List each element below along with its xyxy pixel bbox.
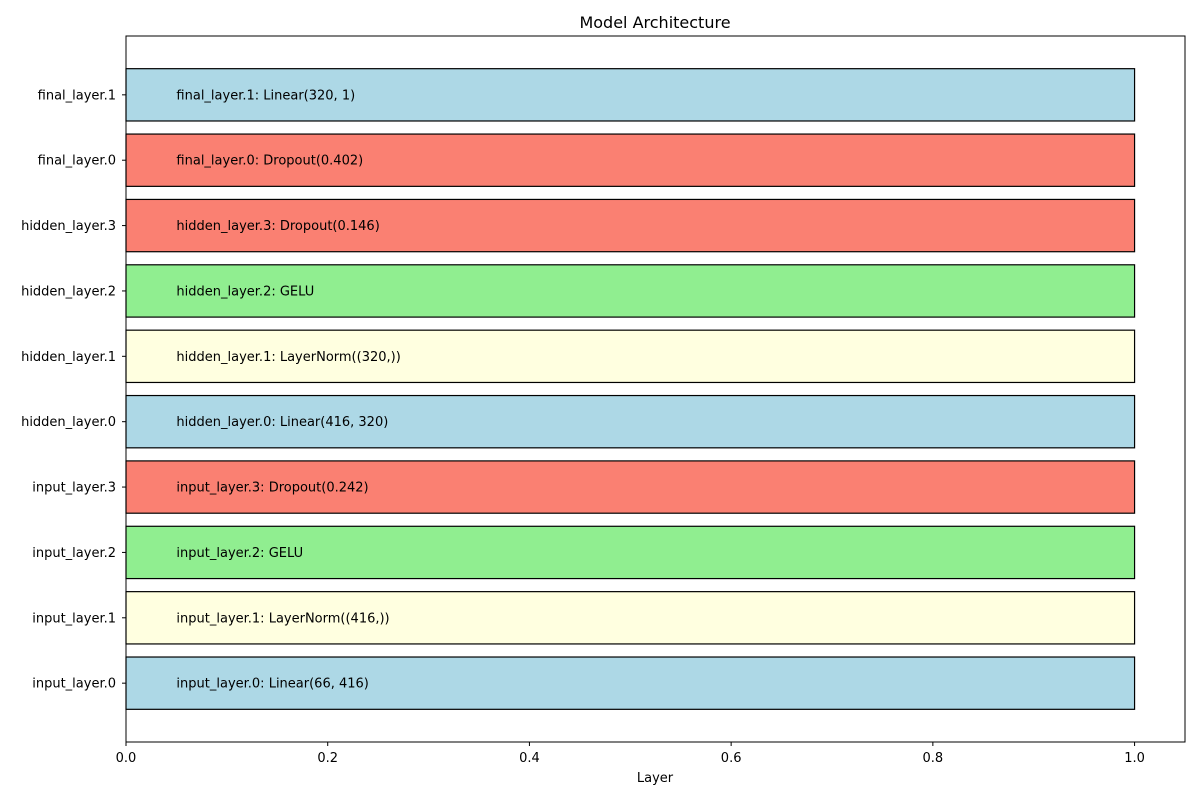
- y-tick-label: input_layer.1: [32, 611, 116, 626]
- y-tick-label: hidden_layer.0: [21, 415, 116, 430]
- bars-layer: [125, 68, 1136, 710]
- x-tick-label: 0.4: [519, 751, 540, 766]
- bar-input-layer-2: [125, 525, 1136, 580]
- y-tick-label: hidden_layer.2: [21, 284, 116, 299]
- x-tick-label: 0.8: [923, 751, 944, 766]
- bar-label: hidden_layer.3: Dropout(0.146): [176, 219, 379, 234]
- y-tick-label: input_layer.2: [32, 546, 116, 561]
- x-axis: 0.0 0.2 0.4 0.6 0.8 1.0: [116, 742, 1145, 766]
- bar-label: hidden_layer.2: GELU: [176, 284, 314, 299]
- x-tick-label: 0.2: [317, 751, 338, 766]
- y-tick-label: hidden_layer.3: [21, 219, 116, 234]
- x-tick-label: 1.0: [1124, 751, 1145, 766]
- y-tick-label: hidden_layer.1: [21, 350, 116, 365]
- bar-hidden-layer-0: [125, 394, 1136, 449]
- bar-label: input_layer.3: Dropout(0.242): [176, 481, 368, 496]
- bar-label: hidden_layer.1: LayerNorm((320,)): [176, 350, 400, 365]
- bar-label: hidden_layer.0: Linear(416, 320): [176, 415, 388, 430]
- x-tick-label: 0.0: [116, 751, 137, 766]
- chart-title: Model Architecture: [579, 13, 730, 32]
- y-axis: input_layer.0 input_layer.1 input_layer.2 i…: [21, 88, 126, 692]
- y-tick-label: final_layer.1: [38, 88, 116, 103]
- bar-labels-layer: input_layer.0: Linear(66, 416) input_laye…: [176, 88, 400, 691]
- bar-label: input_layer.2: GELU: [176, 546, 303, 561]
- bar-input-layer-0: [125, 656, 1136, 710]
- bar-hidden-layer-1: [125, 329, 1136, 384]
- y-tick-label: input_layer.3: [32, 481, 116, 496]
- bar-label: input_layer.1: LayerNorm((416,)): [176, 611, 389, 626]
- bar-input-layer-1: [125, 591, 1136, 645]
- y-tick-label: input_layer.0: [32, 677, 116, 692]
- bar-final-layer-1: [125, 68, 1136, 122]
- plot-frame: [125, 35, 1186, 743]
- x-tick-label: 0.6: [721, 751, 742, 766]
- x-axis-label: Layer: [637, 771, 674, 786]
- bar-label: final_layer.0: Dropout(0.402): [176, 154, 363, 169]
- bar-label: input_layer.0: Linear(66, 416): [176, 677, 368, 692]
- bar-input-layer-3: [125, 460, 1136, 514]
- bar-hidden-layer-2: [125, 264, 1136, 318]
- y-tick-label: final_layer.0: [38, 154, 116, 169]
- bar-label: final_layer.1: Linear(320, 1): [176, 88, 355, 103]
